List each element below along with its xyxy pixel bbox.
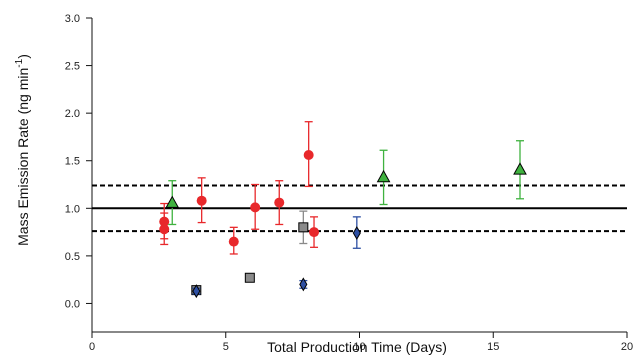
square-point: [298, 210, 309, 245]
circle-point: [228, 226, 239, 255]
diamond-marker: [299, 277, 308, 292]
axes: 0.0 0.5 1.0 1.5 2.0 2.5 3.0 0 5 10 15 20: [65, 13, 633, 353]
x-axis-title: Total Production Time (Days): [267, 339, 447, 355]
y-axis-title-end: ): [15, 54, 31, 59]
triangle-marker: [376, 169, 391, 183]
x-tick-label: 5: [223, 341, 229, 353]
square-point: [244, 272, 255, 283]
circle-marker: [303, 150, 314, 161]
y-axis-title-superscript: -1: [14, 58, 25, 67]
y-tick-label: 0.0: [65, 298, 80, 310]
circle-marker: [196, 195, 207, 206]
square-marker: [244, 272, 255, 283]
y-tick-label: 2.0: [65, 108, 80, 120]
circle-point: [309, 216, 320, 248]
triangle-marker: [513, 162, 527, 175]
triangle-point: [165, 180, 180, 226]
triangle-point: [513, 140, 527, 200]
data-marks: [159, 121, 527, 299]
y-tick-label: 0.5: [65, 251, 80, 263]
circle-marker: [274, 197, 285, 208]
circle-point: [250, 183, 261, 230]
y-axis-title-main: Mass Emission Rate (ng min: [15, 68, 31, 246]
circle-marker: [159, 224, 170, 235]
diamond-point: [299, 277, 308, 292]
y-tick-label: 1.5: [65, 156, 80, 168]
circle-point: [274, 180, 285, 226]
circle-point: [196, 177, 207, 224]
square-marker: [298, 222, 309, 233]
x-tick-label: 10: [353, 341, 365, 353]
diamond-marker: [352, 226, 361, 241]
circle-point: [159, 212, 170, 246]
x-tick-label: 0: [89, 341, 95, 353]
circle-marker: [228, 236, 239, 247]
y-tick-label: 2.5: [65, 61, 80, 73]
x-tick-label: 20: [621, 341, 633, 353]
y-tick-label: 3.0: [65, 13, 80, 25]
x-tick-label: 15: [487, 341, 499, 353]
triangle-marker: [165, 195, 180, 208]
y-tick-label: 1.0: [65, 203, 80, 215]
circle-point: [303, 121, 314, 188]
diamond-marker: [192, 284, 201, 299]
diamond-point: [192, 284, 201, 299]
diamond-point: [352, 216, 361, 249]
circle-marker: [309, 227, 320, 238]
triangle-point: [376, 149, 391, 206]
circle-marker: [250, 202, 261, 213]
y-axis-title: Mass Emission Rate (ng min-1): [14, 54, 31, 246]
